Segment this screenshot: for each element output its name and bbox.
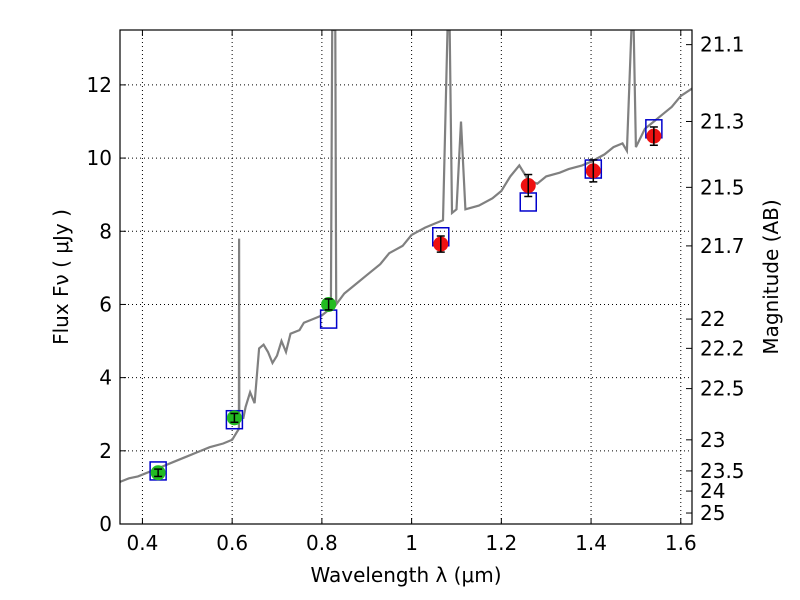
y-tick-label: 10 bbox=[87, 146, 112, 170]
x-axis-ticks: 0.4 0.6 0.8 1 1.2 1.4 1.6 bbox=[127, 30, 697, 555]
right-tick-label: 22.2 bbox=[700, 336, 745, 360]
right-axis-label: Magnitude (AB) bbox=[759, 199, 783, 354]
right-tick-label: 22.5 bbox=[700, 377, 745, 401]
x-tick-label: 1.6 bbox=[665, 531, 697, 555]
right-tick-label: 22 bbox=[700, 307, 725, 331]
right-tick-label: 23.5 bbox=[700, 459, 745, 483]
model-boxes bbox=[149, 119, 663, 481]
right-tick-label: 23 bbox=[700, 428, 725, 452]
right-tick-label: 25 bbox=[700, 501, 725, 525]
x-tick-label: 0.4 bbox=[127, 531, 159, 555]
y-tick-label: 4 bbox=[99, 366, 112, 390]
y-tick-label: 12 bbox=[87, 73, 112, 97]
y-tick-label: 2 bbox=[99, 439, 112, 463]
x-axis-label: Wavelength λ (μm) bbox=[310, 563, 501, 587]
right-tick-label: 21.3 bbox=[700, 109, 745, 133]
y-axis-label: Flux Fν ( μJy ) bbox=[49, 209, 73, 345]
plot-frame bbox=[119, 29, 693, 525]
x-tick-label: 0.8 bbox=[306, 531, 338, 555]
right-tick-label: 21.5 bbox=[700, 175, 745, 199]
y-tick-label: 6 bbox=[99, 292, 112, 316]
right-tick-label: 24 bbox=[700, 479, 725, 503]
right-tick-label: 21.1 bbox=[700, 33, 745, 57]
spectrum-line bbox=[120, 30, 692, 483]
x-tick-label: 1.2 bbox=[485, 531, 517, 555]
observed-points bbox=[150, 126, 662, 481]
y-tick-label: 0 bbox=[99, 512, 112, 536]
spectrum-path bbox=[120, 30, 692, 483]
x-tick-label: 1 bbox=[405, 531, 418, 555]
model-box bbox=[319, 309, 338, 329]
y-tick-label: 8 bbox=[99, 219, 112, 243]
x-tick-label: 0.6 bbox=[216, 531, 248, 555]
y-axis-ticks: 0 2 4 6 8 10 12 bbox=[87, 73, 126, 536]
x-tick-label: 1.4 bbox=[575, 531, 607, 555]
right-tick-label: 21.7 bbox=[700, 234, 745, 258]
